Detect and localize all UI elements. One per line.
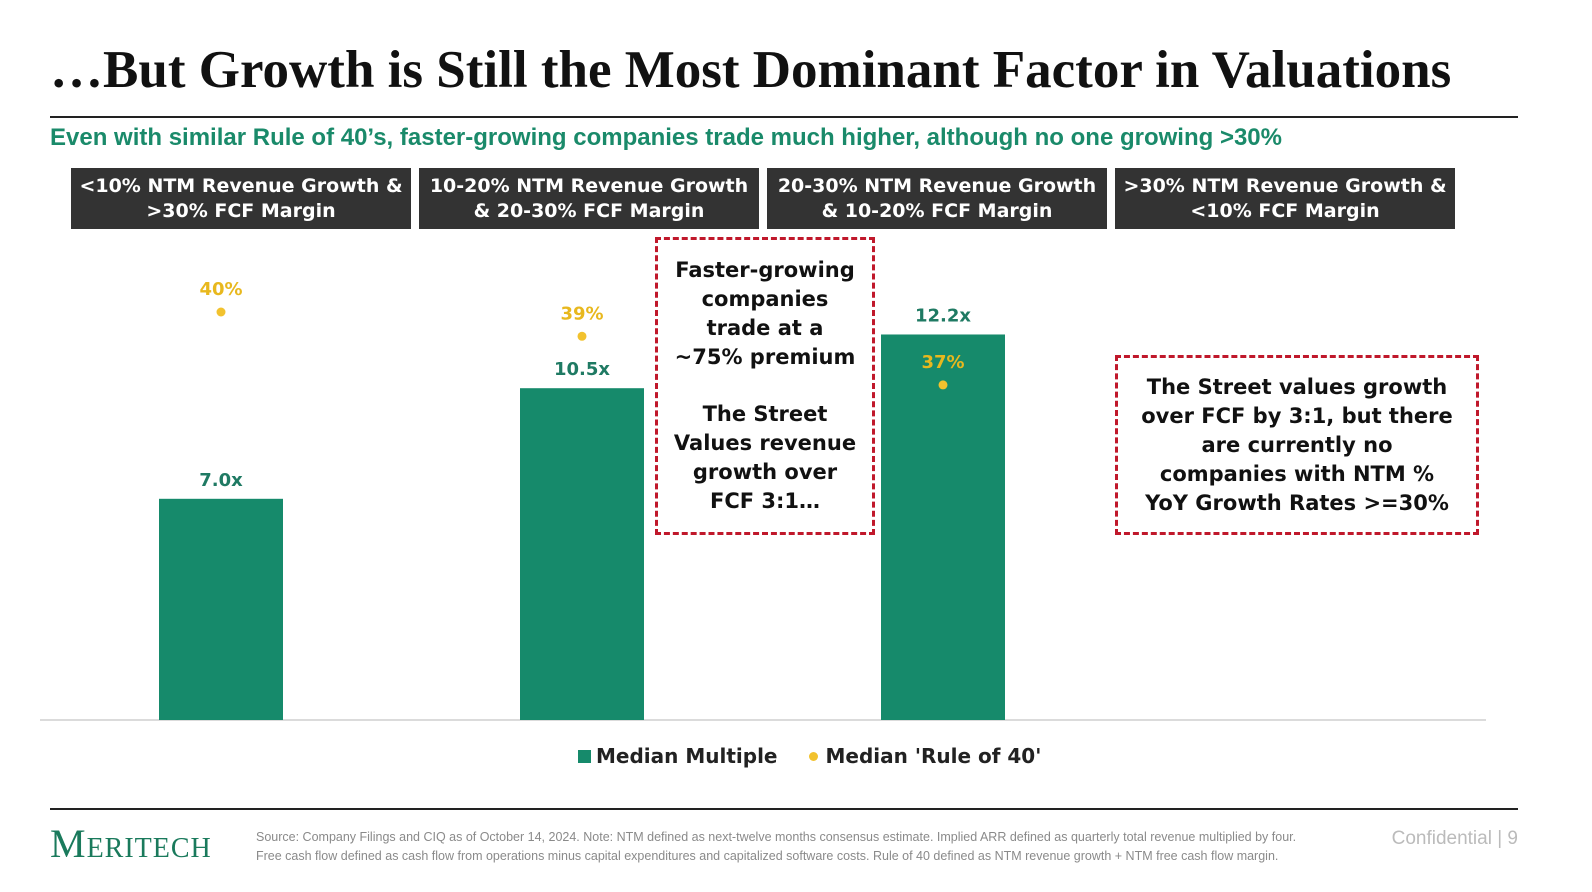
- dot-label-3: 37%: [921, 352, 964, 373]
- bar-label-2: 10.5x: [554, 359, 610, 380]
- legend-bar-swatch: [578, 749, 591, 763]
- title-divider: [50, 116, 1518, 118]
- source-note-line2: Free cash flow defined as cash flow from…: [256, 849, 1279, 863]
- bar-median-multiple-1: [159, 498, 283, 720]
- page-title: …But Growth is Still the Most Dominant F…: [50, 41, 1452, 99]
- category-box-2: 10-20% NTM Revenue Growth & 20-30% FCF M…: [419, 168, 759, 229]
- legend-bar-label: Median Multiple: [596, 744, 778, 768]
- dot-rule-of-40-2: [577, 331, 587, 341]
- callout-premium-line2: The Street Values revenue growth over FC…: [673, 402, 857, 513]
- source-note: Source: Company Filings and CIQ as of Oc…: [256, 828, 1366, 866]
- dot-label-1: 40%: [199, 279, 242, 300]
- chart-legend: Median Multiple Median 'Rule of 40': [578, 744, 1041, 768]
- category-box-4: >30% NTM Revenue Growth & <10% FCF Margi…: [1115, 168, 1455, 229]
- bar-label-3: 12.2x: [915, 305, 971, 326]
- bar-median-multiple-2: [520, 388, 644, 720]
- legend-dot-label: Median 'Rule of 40': [825, 744, 1042, 768]
- category-box-1: <10% NTM Revenue Growth & >30% FCF Margi…: [71, 168, 411, 229]
- confidential-page-number: Confidential | 9: [1391, 828, 1518, 849]
- callout-no-companies: The Street values growth over FCF by 3:1…: [1115, 355, 1479, 535]
- source-note-line1: Source: Company Filings and CIQ as of Oc…: [256, 830, 1297, 844]
- legend-dot-swatch: [809, 751, 819, 761]
- page-subtitle: Even with similar Rule of 40’s, faster-g…: [50, 124, 1282, 151]
- dot-label-2: 39%: [560, 303, 603, 324]
- bar-median-multiple-3: [881, 334, 1005, 720]
- dot-rule-of-40-3: [938, 380, 948, 390]
- callout-premium: Faster-growing companies trade at a ~75%…: [655, 237, 875, 535]
- callout-no-companies-text: The Street values growth over FCF by 3:1…: [1141, 374, 1453, 515]
- category-box-3: 20-30% NTM Revenue Growth & 10-20% FCF M…: [767, 168, 1107, 229]
- callout-premium-line1: Faster-growing companies trade at a ~75%…: [674, 258, 856, 369]
- bar-label-1: 7.0x: [199, 470, 243, 491]
- meritech-logo: Meritech: [50, 821, 212, 866]
- dot-rule-of-40-1: [216, 307, 226, 317]
- footer-divider: [50, 808, 1518, 810]
